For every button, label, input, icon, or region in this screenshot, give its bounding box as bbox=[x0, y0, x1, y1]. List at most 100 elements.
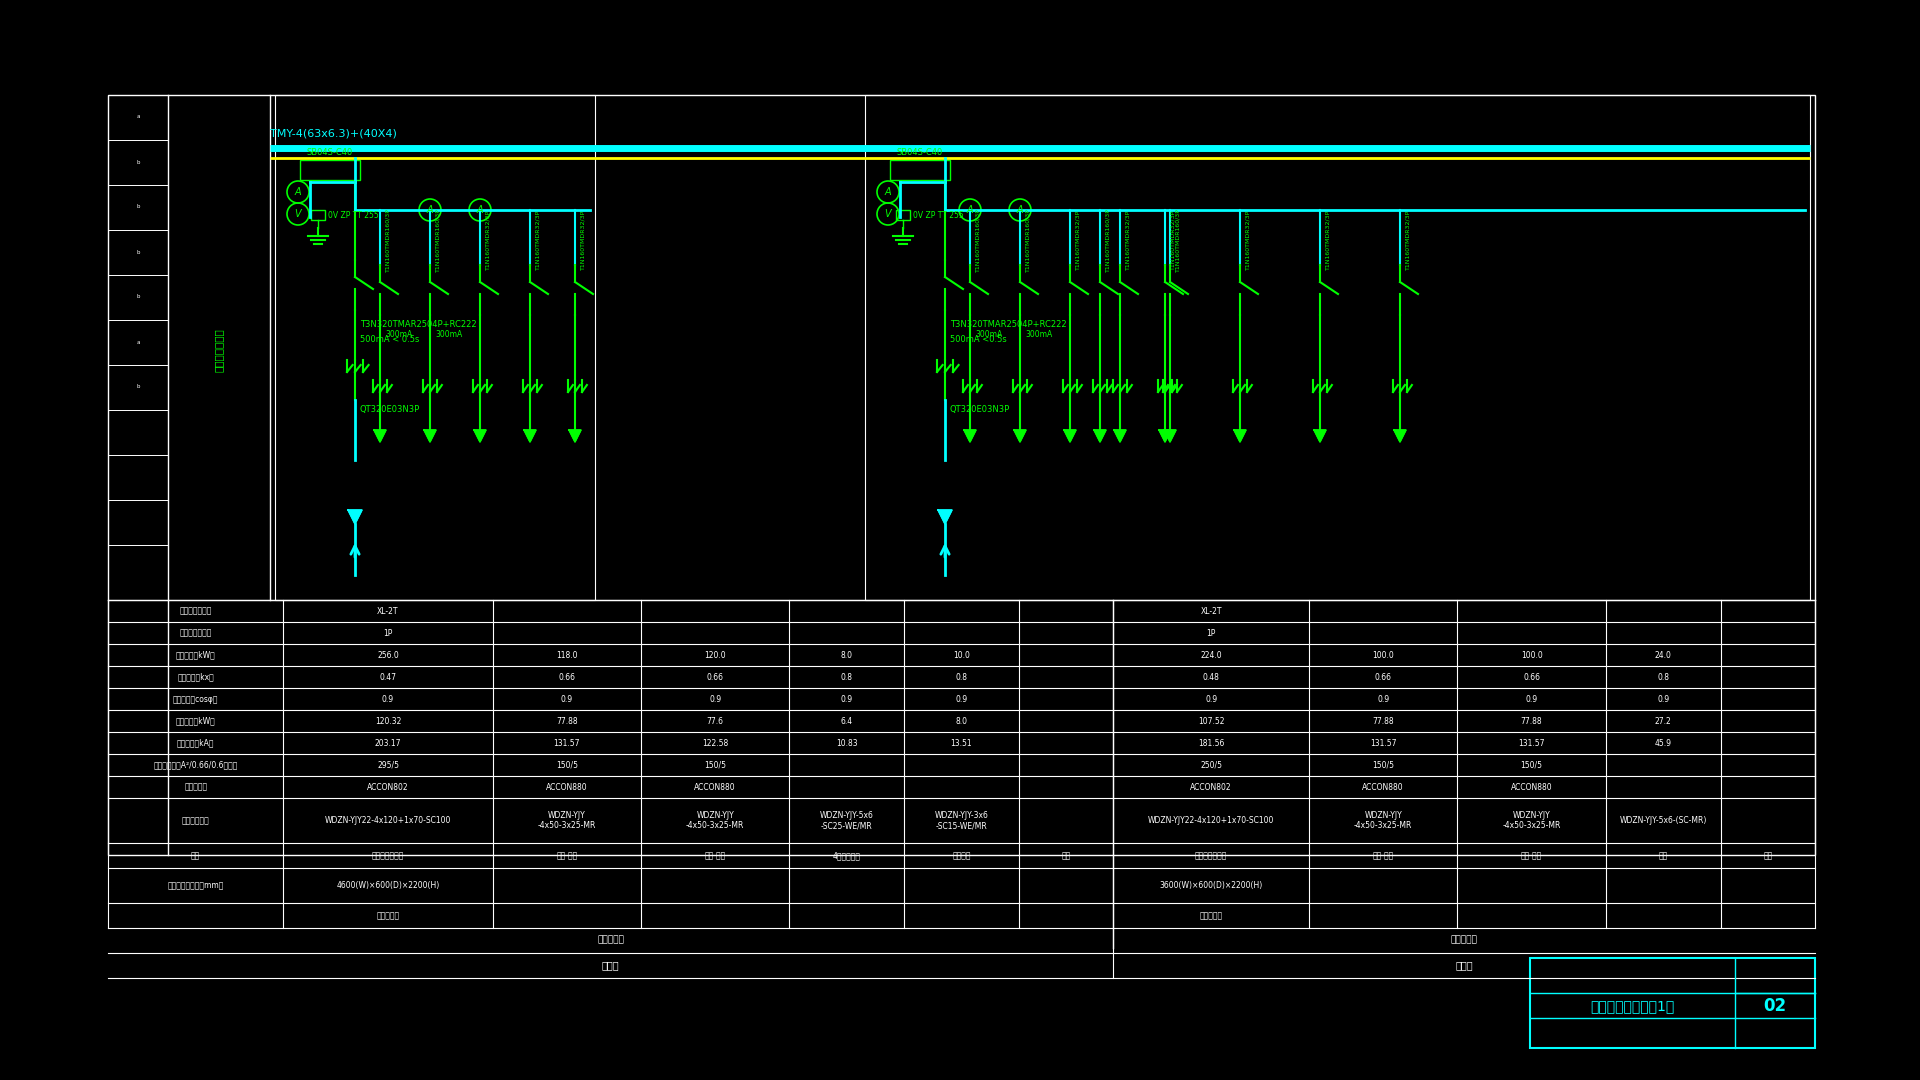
Text: 0.9: 0.9 bbox=[841, 694, 852, 703]
Text: WDZN-YJY-5x6-(SC-MR): WDZN-YJY-5x6-(SC-MR) bbox=[1619, 816, 1707, 825]
Text: 0.66: 0.66 bbox=[1375, 673, 1392, 681]
Text: WDZN-YJY
-4x50-3x25-MR: WDZN-YJY -4x50-3x25-MR bbox=[1354, 811, 1413, 831]
Text: 居民用电: 居民用电 bbox=[952, 851, 972, 860]
Text: 0.9: 0.9 bbox=[1526, 694, 1538, 703]
Text: A: A bbox=[476, 205, 484, 215]
Text: 300mA: 300mA bbox=[1025, 330, 1052, 339]
Text: 商业-一层: 商业-一层 bbox=[557, 851, 578, 860]
Text: 备用: 备用 bbox=[1062, 851, 1071, 860]
Text: 150/5: 150/5 bbox=[555, 760, 578, 769]
Text: A: A bbox=[966, 205, 973, 215]
Text: 计算容量（kW）: 计算容量（kW） bbox=[177, 716, 215, 726]
Text: ACCON880: ACCON880 bbox=[545, 783, 588, 792]
Text: T1N160TMDR160/3P: T1N160TMDR160/3P bbox=[975, 208, 979, 272]
Text: 低压配电柜型号: 低压配电柜型号 bbox=[180, 607, 211, 616]
Polygon shape bbox=[1014, 430, 1025, 442]
Text: 0.8: 0.8 bbox=[956, 673, 968, 681]
Text: ACCON802: ACCON802 bbox=[367, 783, 409, 792]
Text: 低压开关柜尺寸（mm）: 低压开关柜尺寸（mm） bbox=[167, 881, 225, 890]
Polygon shape bbox=[1235, 430, 1246, 442]
Text: SB04S-C40: SB04S-C40 bbox=[897, 148, 943, 157]
Text: 0.66: 0.66 bbox=[707, 673, 724, 681]
Text: 辅助线: 辅助线 bbox=[1455, 960, 1473, 970]
Text: T1N160TMDR160/3P: T1N160TMDR160/3P bbox=[386, 208, 390, 272]
Polygon shape bbox=[374, 430, 386, 442]
Polygon shape bbox=[939, 510, 952, 524]
Text: 77.88: 77.88 bbox=[557, 716, 578, 726]
Text: T1N160TMDR32/3P: T1N160TMDR32/3P bbox=[1244, 210, 1250, 270]
Bar bbox=[891, 160, 950, 180]
Text: 需用系数（kx）: 需用系数（kx） bbox=[177, 673, 215, 681]
Text: 安装容量（kW）: 安装容量（kW） bbox=[177, 650, 215, 660]
Polygon shape bbox=[1160, 430, 1171, 442]
Text: ACCON880: ACCON880 bbox=[1511, 783, 1553, 792]
Polygon shape bbox=[348, 510, 363, 524]
Polygon shape bbox=[964, 430, 975, 442]
Text: 居民用电负荷二: 居民用电负荷二 bbox=[1194, 851, 1227, 860]
Text: 接地设施二: 接地设施二 bbox=[1200, 912, 1223, 920]
Text: 6.4: 6.4 bbox=[841, 716, 852, 726]
Text: 0.66: 0.66 bbox=[559, 673, 576, 681]
Text: 3600(W)×600(D)×2200(H): 3600(W)×600(D)×2200(H) bbox=[1160, 881, 1263, 890]
Bar bbox=[108, 95, 1814, 855]
Text: 0.66: 0.66 bbox=[1523, 673, 1540, 681]
Text: A: A bbox=[294, 187, 301, 197]
Text: 0.48: 0.48 bbox=[1202, 673, 1219, 681]
Text: V: V bbox=[294, 210, 301, 219]
Text: 300mA: 300mA bbox=[436, 330, 463, 339]
Text: 131.57: 131.57 bbox=[553, 739, 580, 747]
Text: 照明: 照明 bbox=[1659, 851, 1668, 860]
Text: 45.9: 45.9 bbox=[1655, 739, 1672, 747]
Text: 4600(W)×600(D)×2200(H): 4600(W)×600(D)×2200(H) bbox=[336, 881, 440, 890]
Polygon shape bbox=[1313, 430, 1327, 442]
Text: 低压配电系统图（1）: 低压配电系统图（1） bbox=[1590, 999, 1674, 1013]
Text: ACCON880: ACCON880 bbox=[1363, 783, 1404, 792]
Text: T1N160TMDR32/3P: T1N160TMDR32/3P bbox=[536, 210, 540, 270]
Text: 77.88: 77.88 bbox=[1521, 716, 1542, 726]
Text: 用途: 用途 bbox=[192, 851, 200, 860]
Text: 122.58: 122.58 bbox=[703, 739, 728, 747]
Text: T1N160TMDR160/3P: T1N160TMDR160/3P bbox=[1025, 208, 1029, 272]
Text: 进线电缆规格: 进线电缆规格 bbox=[182, 816, 209, 825]
Text: QT320E03N3P: QT320E03N3P bbox=[950, 405, 1010, 414]
Text: ACCON802: ACCON802 bbox=[1190, 783, 1233, 792]
Text: 150/5: 150/5 bbox=[1373, 760, 1394, 769]
Text: T1N160TMDR32/3P: T1N160TMDR32/3P bbox=[486, 210, 490, 270]
Bar bbox=[1530, 958, 1814, 1048]
Text: 120.32: 120.32 bbox=[374, 716, 401, 726]
Polygon shape bbox=[1094, 430, 1106, 442]
Polygon shape bbox=[568, 430, 582, 442]
Text: T1N160TMDR32/3P: T1N160TMDR32/3P bbox=[1325, 210, 1331, 270]
Polygon shape bbox=[1064, 430, 1075, 442]
Text: WDZN-YJY-3x6
-SC15-WE/MR: WDZN-YJY-3x6 -SC15-WE/MR bbox=[935, 811, 989, 831]
Text: A: A bbox=[426, 205, 434, 215]
Bar bbox=[275, 95, 595, 600]
Text: b: b bbox=[136, 249, 140, 255]
Text: 商业-二层: 商业-二层 bbox=[705, 851, 726, 860]
Text: 0.8: 0.8 bbox=[1657, 673, 1668, 681]
Polygon shape bbox=[1114, 430, 1125, 442]
Text: T1N160TMDR32/3P: T1N160TMDR32/3P bbox=[1075, 210, 1079, 270]
Text: 0V ZP TT 255: 0V ZP TT 255 bbox=[328, 212, 378, 220]
Polygon shape bbox=[474, 430, 486, 442]
Text: T3N320TMAR2504P+RC222: T3N320TMAR2504P+RC222 bbox=[361, 320, 476, 329]
Text: a: a bbox=[136, 339, 140, 345]
Text: 0.9: 0.9 bbox=[1206, 694, 1217, 703]
Text: b: b bbox=[136, 295, 140, 299]
Text: b: b bbox=[136, 160, 140, 164]
Text: 500mA < 0.5s: 500mA < 0.5s bbox=[361, 335, 419, 345]
Text: WDZN-YJY
-4x50-3x25-MR: WDZN-YJY -4x50-3x25-MR bbox=[685, 811, 745, 831]
Text: 8.0: 8.0 bbox=[956, 716, 968, 726]
Text: 0.47: 0.47 bbox=[380, 673, 397, 681]
Text: SB04S-C40: SB04S-C40 bbox=[307, 148, 353, 157]
Text: 500mA <0.5s: 500mA <0.5s bbox=[950, 335, 1006, 345]
Text: T1N160TMDR32/3P: T1N160TMDR32/3P bbox=[580, 210, 586, 270]
Text: 295/5: 295/5 bbox=[376, 760, 399, 769]
Text: 计算电流（kA）: 计算电流（kA） bbox=[177, 739, 215, 747]
Text: XL-2T: XL-2T bbox=[1200, 607, 1221, 616]
Polygon shape bbox=[1164, 430, 1175, 442]
Text: T1N160TMDR160/3P: T1N160TMDR160/3P bbox=[1175, 208, 1181, 272]
Text: 150/5: 150/5 bbox=[705, 760, 726, 769]
Polygon shape bbox=[524, 430, 536, 442]
Text: WDZN-YJY-5x6
-SC25-WE/MR: WDZN-YJY-5x6 -SC25-WE/MR bbox=[820, 811, 874, 831]
